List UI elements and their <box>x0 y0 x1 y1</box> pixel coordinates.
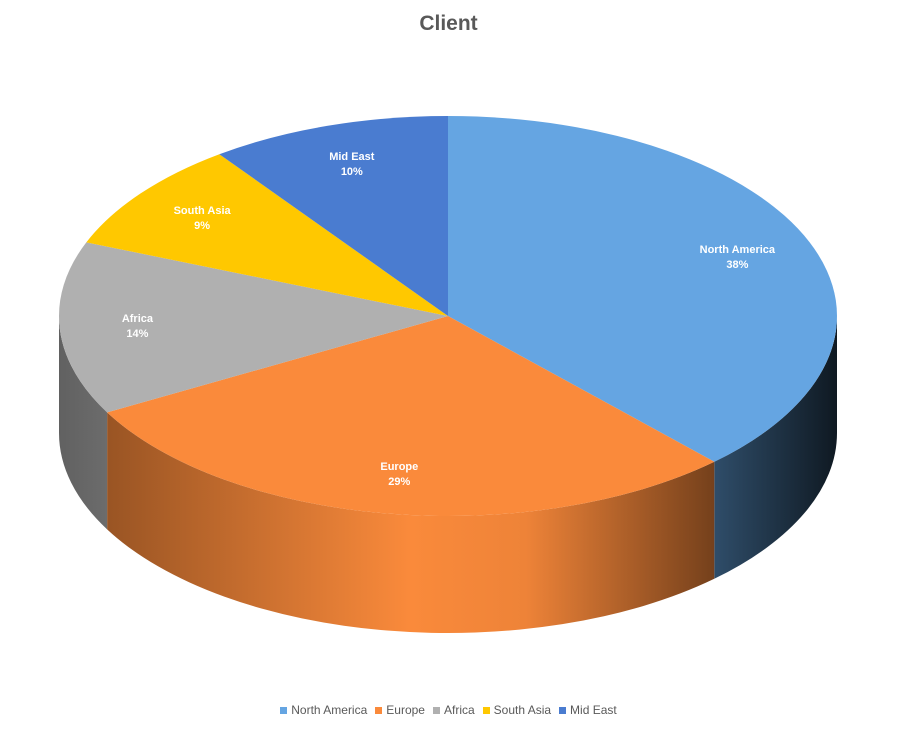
legend-label: Africa <box>443 703 475 717</box>
legend-item-mid-east: Mid East <box>559 703 617 717</box>
legend-swatch <box>432 706 440 714</box>
legend-item-south-asia: South Asia <box>482 703 552 717</box>
legend-item-europe: Europe <box>375 703 425 717</box>
pie-labels: North America 38% Europe 29% Africa 14% South … <box>122 151 776 488</box>
pie-side-europe <box>107 412 715 633</box>
legend-label: Mid East <box>570 703 617 717</box>
legend-item-north-america: North America <box>280 703 367 717</box>
legend-swatch <box>482 706 490 714</box>
pie-slice-south-asia <box>86 154 448 316</box>
legend-label: North America <box>291 703 368 717</box>
legend-swatch <box>559 706 567 714</box>
legend-swatch <box>280 706 288 714</box>
slice-label-europe: Europe 29% <box>380 461 418 488</box>
pie-side-north-america <box>714 316 837 579</box>
slice-label-mid-east: Mid East 10% <box>329 151 375 178</box>
legend: North America Europe Africa South Asia Mid E… <box>0 703 897 717</box>
slice-label-south-asia: South Asia 9% <box>174 205 232 232</box>
legend-label: South Asia <box>493 703 552 717</box>
pie-slice-north-america <box>448 116 837 462</box>
pie-slice-africa <box>59 242 449 413</box>
pie-sides <box>59 316 837 633</box>
chart-title: Client <box>419 12 478 35</box>
pie-slice-mid-east <box>219 116 448 316</box>
slice-label-north-america: North America 38% <box>700 244 776 271</box>
legend-item-africa: Africa <box>432 703 475 717</box>
legend-label: Europe <box>386 703 425 717</box>
legend-swatch <box>375 706 383 714</box>
slice-label-africa: Africa 14% <box>122 313 154 340</box>
pie-slice-europe <box>107 316 715 516</box>
pie-tops <box>59 116 837 516</box>
pie-side-africa <box>59 316 108 530</box>
